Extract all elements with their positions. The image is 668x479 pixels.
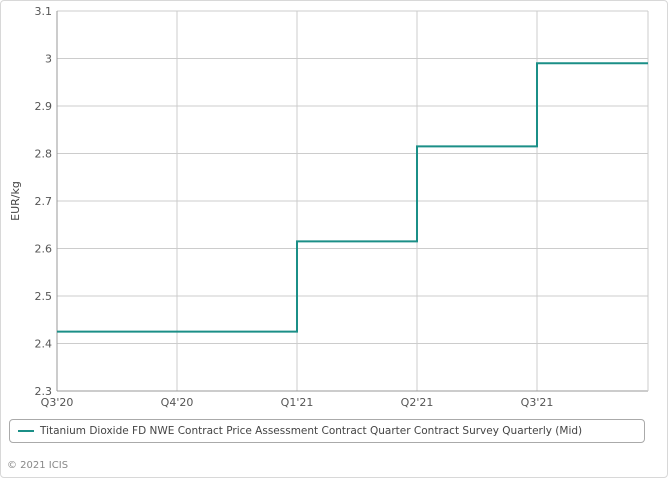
y-tick-label: 2.3 [35, 385, 53, 398]
series-step-line [57, 62, 648, 333]
copyright-credit: © 2021 ICIS [7, 460, 69, 471]
x-tick-label: Q2'21 [401, 396, 434, 409]
y-axis-title: EUR/kg [9, 181, 22, 221]
y-tick-label: 2.9 [35, 100, 53, 113]
x-tick-label: Q4'20 [161, 396, 194, 409]
y-tick-label: 3 [45, 53, 52, 66]
x-tick-label: Q3'20 [41, 396, 74, 409]
y-tick-label: 2.8 [35, 148, 53, 161]
y-tick-label: 2.5 [35, 290, 53, 303]
x-tick-label: Q1'21 [281, 396, 314, 409]
y-tick-label: 3.1 [35, 5, 53, 18]
y-tick-label: 2.6 [35, 243, 53, 256]
x-tick-label: Q3'21 [521, 396, 554, 409]
y-tick-label: 2.7 [35, 195, 53, 208]
y-tick-label: 2.4 [35, 338, 53, 351]
chart-legend[interactable]: Titanium Dioxide FD NWE Contract Price A… [9, 419, 645, 443]
legend-series-label: Titanium Dioxide FD NWE Contract Price A… [40, 425, 583, 437]
legend-series-swatch [18, 430, 34, 432]
